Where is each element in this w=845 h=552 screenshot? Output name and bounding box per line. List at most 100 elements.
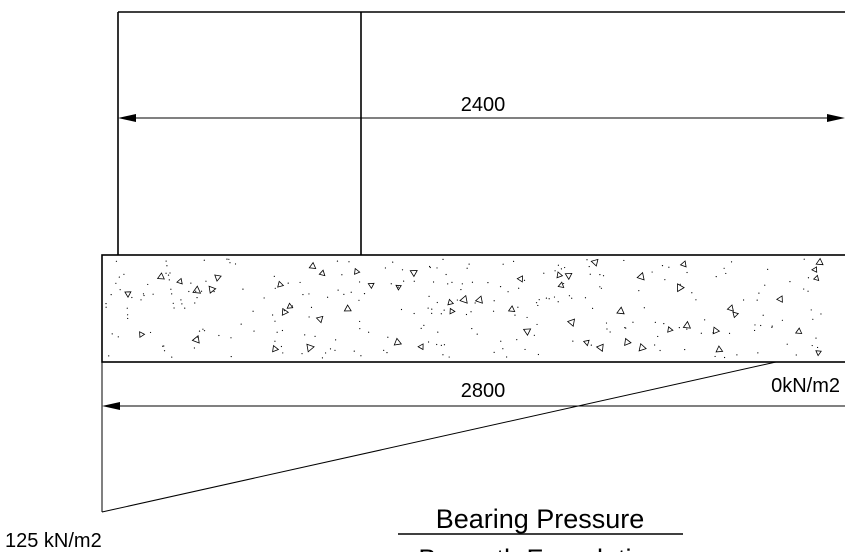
hatch-dot	[442, 258, 444, 260]
hatch-aggregate	[564, 272, 573, 281]
hatch-dot	[536, 323, 538, 326]
hatch-aggregate	[367, 282, 375, 290]
hatch-dot	[162, 345, 164, 347]
hatch-dot	[131, 296, 133, 299]
pressure-diagram: 0kN/m2 125 kN/m2	[5, 361, 840, 552]
hatch-aggregate	[277, 280, 285, 288]
hatch-dot	[337, 289, 339, 291]
hatch-dot	[507, 291, 509, 293]
hatch-dot	[468, 263, 470, 265]
hatch-dot	[358, 299, 360, 301]
hatch-dot	[171, 356, 173, 358]
hatch-dot	[502, 263, 504, 265]
hatch-dot	[143, 294, 145, 297]
hatch-dot	[205, 280, 207, 282]
hatch-dot	[308, 293, 310, 295]
hatch-dot	[756, 299, 758, 301]
dimension-bottom: 2800	[102, 380, 845, 410]
hatch-dot	[678, 327, 680, 329]
hatch-dot	[471, 281, 474, 283]
hatch-dot	[584, 297, 587, 299]
hatch-aggregate	[590, 258, 599, 267]
hatch-dot	[686, 328, 688, 330]
dim-label: 2400	[461, 94, 506, 116]
hatch-aggregate	[395, 284, 402, 291]
hatch-dot	[638, 290, 640, 292]
hatch-dot	[537, 304, 539, 307]
hatch-dot	[274, 340, 276, 342]
hatch-dot	[767, 268, 769, 270]
hatch-dot	[624, 327, 626, 329]
hatch-dot	[599, 274, 601, 276]
hatch-dot	[723, 356, 726, 359]
hatch-dot	[274, 320, 276, 322]
hatch-dot	[742, 299, 745, 301]
hatch-dot	[310, 306, 313, 308]
hatch-dot	[429, 266, 431, 269]
hatch-dot	[445, 273, 447, 276]
hatch-aggregate	[139, 331, 146, 339]
hatch-dot	[392, 261, 394, 263]
hatch-dot	[195, 290, 197, 292]
hatch-dot	[599, 286, 601, 288]
hatch-dot	[771, 326, 773, 328]
hatch-dot	[548, 298, 550, 300]
hatch-dot	[119, 289, 121, 291]
hatch-dot	[274, 287, 276, 289]
hatch-aggregate	[286, 302, 294, 309]
hatch-aggregate	[459, 294, 468, 304]
hatch-dot	[413, 312, 415, 315]
hatch-dot	[537, 353, 539, 356]
hatch-aggregate	[677, 283, 685, 293]
hatch-aggregate	[449, 307, 456, 315]
hatch-dot	[762, 314, 764, 316]
hatch-aggregate	[447, 298, 455, 306]
hatch-dot	[193, 347, 196, 349]
hatch-dot	[272, 314, 274, 316]
hatch-aggregate	[272, 344, 280, 353]
hatch-dot	[111, 333, 113, 335]
hatch-dot	[436, 301, 438, 304]
hatch-dot	[632, 321, 634, 323]
hatch-dot	[572, 340, 574, 342]
hatch-aggregate	[393, 337, 403, 346]
hatch-dot	[686, 271, 688, 274]
hatch-dot	[152, 293, 154, 295]
hatch-dot	[657, 335, 659, 338]
hatch-dot	[127, 314, 129, 316]
hatch-dot	[436, 267, 438, 269]
hatch-dot	[108, 355, 110, 357]
hatch-dot	[240, 323, 242, 325]
hatch-dot	[123, 273, 125, 275]
hatch-dot	[140, 299, 142, 301]
hatch-dot	[314, 335, 316, 337]
hatch-dot	[589, 273, 591, 275]
hatch-dot	[341, 274, 343, 276]
hatch-dot	[789, 281, 791, 283]
hatch-dot	[609, 331, 611, 333]
caption-subtitle: Beneath Foundation	[418, 544, 661, 552]
hatch-dot	[329, 348, 332, 350]
hatch-dot	[753, 329, 756, 332]
hatch-dot	[659, 349, 661, 352]
foundation	[101, 254, 845, 363]
hatch-dot	[359, 328, 361, 330]
hatch-dot	[202, 328, 204, 330]
hatch-dot	[280, 345, 283, 348]
hatch-dot	[815, 337, 817, 339]
hatch-aggregate	[522, 328, 532, 337]
hatch-dot	[811, 344, 813, 347]
hatch-dot	[538, 299, 540, 301]
hatch-dot	[803, 288, 805, 290]
hatch-aggregate	[214, 274, 222, 282]
hatch-aggregate	[667, 326, 674, 333]
hatch-dot	[664, 279, 666, 281]
hatch-dot	[704, 319, 706, 321]
hatch-dot	[168, 279, 170, 281]
hatch-aggregate	[124, 291, 132, 299]
hatch-dot	[115, 260, 118, 262]
hatch-aggregate	[732, 311, 740, 319]
hatch-dot	[368, 331, 370, 333]
hatch-dot	[437, 331, 439, 333]
